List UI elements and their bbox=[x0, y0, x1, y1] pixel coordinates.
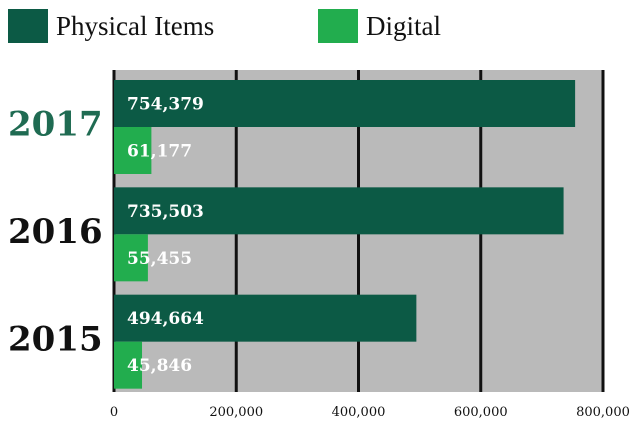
bar-physical bbox=[114, 80, 576, 127]
legend-item-digital: Digital bbox=[318, 8, 441, 44]
legend-label-digital: Digital bbox=[366, 10, 441, 41]
legend-swatch-digital bbox=[318, 9, 358, 43]
x-tick-label: 800,000 bbox=[576, 405, 630, 420]
bar-digital bbox=[114, 234, 148, 282]
category-label: 2015 bbox=[8, 319, 103, 359]
chart-legend: Physical Items Digital bbox=[8, 8, 528, 44]
data-label-digital: 45,846 bbox=[127, 356, 192, 376]
x-tick-label: 400,000 bbox=[332, 405, 386, 420]
data-label-physical: 735,503 bbox=[127, 202, 204, 222]
x-tick-label: 600,000 bbox=[454, 405, 508, 420]
category-label: 2016 bbox=[8, 212, 103, 252]
data-label-physical: 494,664 bbox=[127, 309, 204, 329]
data-label-digital: 61,177 bbox=[127, 142, 192, 162]
legend-label-physical: Physical Items bbox=[56, 10, 215, 41]
x-tick-label: 0 bbox=[110, 405, 118, 420]
data-label-digital: 55,455 bbox=[127, 249, 192, 269]
category-label: 2017 bbox=[8, 105, 103, 145]
bar-digital bbox=[114, 341, 143, 389]
legend-swatch-physical bbox=[8, 9, 48, 43]
x-tick-label: 200,000 bbox=[209, 405, 263, 420]
bar-physical bbox=[114, 294, 417, 342]
data-label-physical: 754,379 bbox=[127, 95, 204, 115]
bar-digital bbox=[114, 127, 152, 174]
legend-item-physical: Physical Items bbox=[8, 8, 214, 44]
bar-physical bbox=[114, 187, 564, 235]
